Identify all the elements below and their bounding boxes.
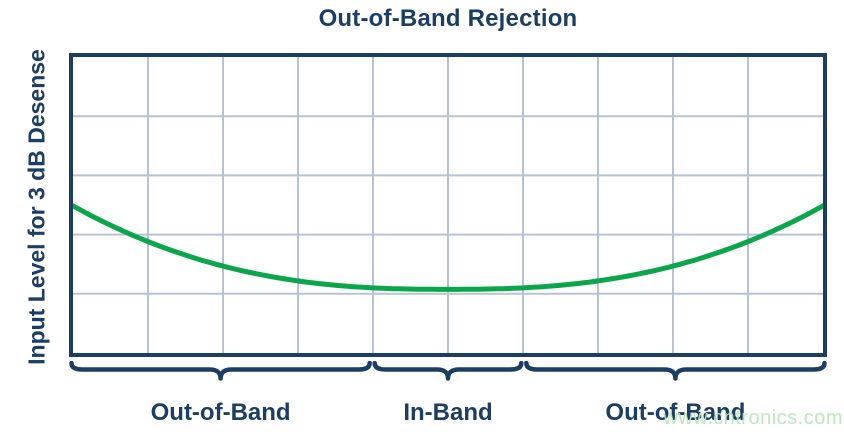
watermark: www.cntronics.com	[663, 407, 843, 429]
band-label-out-of-band-right: Out-of-Band	[605, 399, 746, 426]
y-axis-label: Input Level for 3 dB Desense	[23, 49, 50, 365]
band-label-in-band: In-Band	[403, 399, 493, 426]
band-braces-svg	[69, 361, 827, 381]
plot-area	[69, 53, 827, 357]
plot-grid-and-curve-svg	[73, 57, 823, 353]
band-label-out-of-band-left: Out-of-Band	[150, 399, 291, 426]
chart-title: Out-of-Band Rejection	[318, 5, 578, 32]
